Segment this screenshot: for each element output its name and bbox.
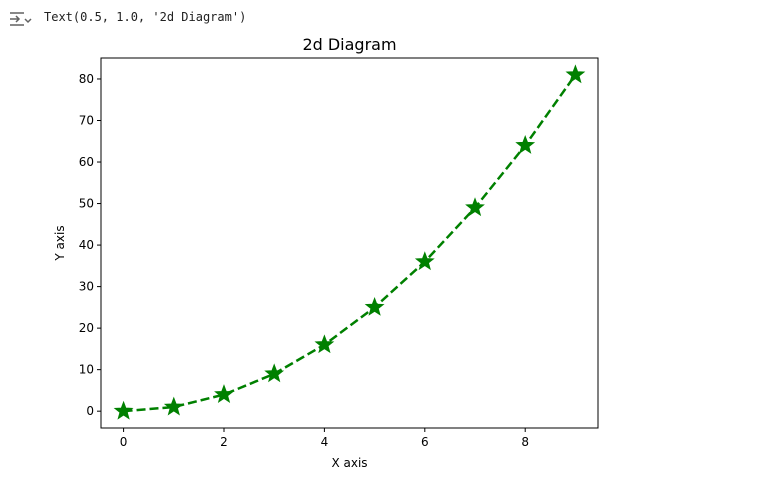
y-tick-label: 80 (79, 72, 94, 86)
data-point-marker (465, 197, 485, 217)
data-point-marker (214, 384, 234, 403)
x-axis-label: X axis (331, 456, 367, 470)
x-tick-label: 6 (421, 435, 429, 449)
y-tick-label: 40 (79, 238, 94, 252)
data-point-marker (314, 334, 335, 354)
y-tick-label: 0 (86, 404, 94, 418)
x-tick-label: 0 (120, 435, 128, 449)
y-tick-label: 30 (79, 280, 94, 294)
data-point-marker (414, 251, 435, 271)
y-tick-label: 70 (79, 113, 94, 127)
x-tick-label: 4 (321, 435, 329, 449)
data-point-marker (264, 363, 285, 383)
chart-title: 2d Diagram (302, 35, 396, 54)
cell-output-text: Text(0.5, 1.0, '2d Diagram') (44, 10, 247, 24)
data-point-marker (565, 64, 586, 84)
output-collapse-icon[interactable] (8, 9, 32, 29)
y-tick-label: 10 (79, 363, 94, 377)
series-group (113, 64, 586, 420)
plot-frame (100, 57, 599, 429)
data-point-marker (163, 396, 184, 416)
data-point-marker (113, 400, 134, 420)
x-tick-label: 8 (521, 435, 529, 449)
series-line (123, 74, 577, 413)
data-point-marker (515, 134, 536, 154)
x-tick-label: 2 (220, 435, 228, 449)
data-point-marker (364, 296, 385, 316)
y-tick-label: 60 (79, 155, 94, 169)
y-axis-label: Y axis (53, 225, 67, 261)
y-tick-label: 50 (79, 197, 94, 211)
y-tick-label: 20 (79, 321, 94, 335)
